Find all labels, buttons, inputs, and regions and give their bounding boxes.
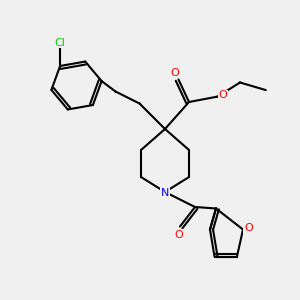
Text: N: N [161,188,169,198]
Text: O: O [244,223,253,233]
Text: Cl: Cl [55,38,65,48]
Text: O: O [174,230,183,240]
Text: O: O [170,68,179,78]
Text: O: O [218,90,227,100]
